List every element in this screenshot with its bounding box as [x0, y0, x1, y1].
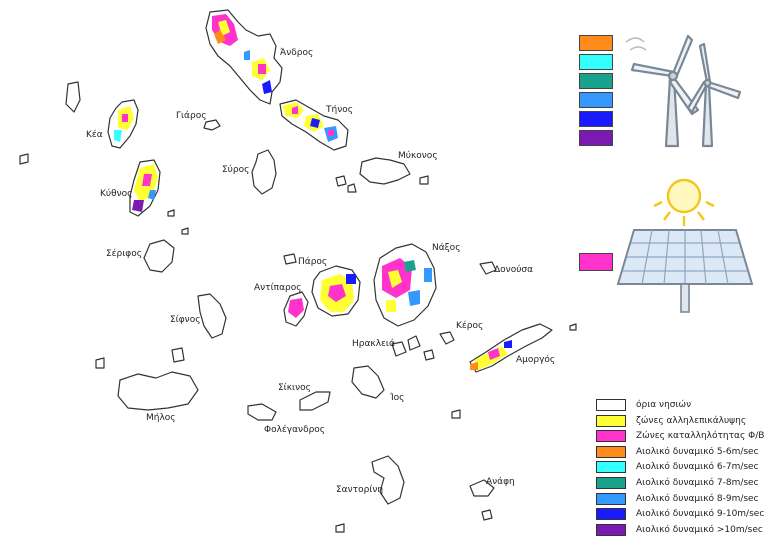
label-sikinos: Σίκινος	[278, 383, 311, 393]
islet	[569, 323, 577, 331]
legend-swatch	[596, 414, 626, 427]
islet	[283, 253, 297, 265]
wind-swatch	[579, 92, 613, 108]
islet	[347, 183, 357, 193]
legend-item: ζώνες αλληλεπικάλυψης	[596, 414, 776, 430]
legend-swatch	[596, 523, 626, 536]
legend-label: Αιολικό δυναμικό 8-9m/sec	[636, 493, 759, 504]
legend-item: Αιολικό δυναμικό 6-7m/sec	[596, 460, 776, 476]
label-donousa: Δονούσα	[494, 264, 533, 275]
solar-swatch	[579, 253, 613, 271]
label-mykonos: Μύκονος	[398, 150, 438, 161]
label-kythnos: Κύθνος	[100, 188, 132, 199]
legend-swatch	[596, 508, 626, 521]
island-serifos	[143, 239, 175, 273]
legend-swatch	[596, 476, 626, 489]
island-irakleia	[391, 341, 407, 357]
islet	[481, 509, 493, 521]
wind-swatch	[579, 111, 613, 127]
islet	[65, 81, 81, 113]
map-legend: όρια νησιών ζώνες αλληλεπικάλυψης Ζώνες κα…	[596, 398, 776, 538]
islet	[407, 335, 421, 351]
islet	[419, 175, 429, 185]
legend-label: Αιολικό δυναμικό 5-6m/sec	[636, 446, 759, 457]
legend-item: Αιολικό δυναμικό 9-10m/sec	[596, 507, 776, 523]
legend-swatch	[596, 399, 626, 411]
island-giaros	[203, 119, 221, 131]
legend-swatch	[596, 430, 626, 443]
legend-item: Αιολικό δυναμικό 5-6m/sec	[596, 445, 776, 461]
legend-item: Αιολικό δυναμικό 8-9m/sec	[596, 492, 776, 508]
wind-turbine-icon	[625, 34, 742, 148]
islet	[335, 523, 345, 533]
legend-label: Αιολικό δυναμικό 7-8m/sec	[636, 477, 759, 488]
label-santorini: Σαντορίνη	[336, 485, 383, 495]
legend-label: ζώνες αλληλεπικάλυψης	[636, 415, 747, 426]
legend-label: Ζώνες καταλληλότητας Φ/Β	[636, 431, 765, 442]
islet	[335, 175, 347, 187]
legend-swatch	[596, 461, 626, 474]
label-syros: Σύρος	[222, 164, 249, 175]
solar-panel-icon	[616, 178, 754, 313]
label-keros: Κέρος	[456, 320, 483, 331]
label-milos: Μήλος	[146, 413, 176, 423]
island-keros	[439, 331, 455, 345]
legend-label: Αιολικό δυναμικό >10m/sec	[636, 524, 763, 535]
island-anafi	[469, 479, 495, 497]
wind-swatch	[579, 73, 613, 89]
label-sifnos: Σίφνος	[170, 315, 201, 325]
islet	[95, 357, 105, 369]
wind-swatch	[579, 54, 613, 70]
island-santorini	[371, 455, 405, 505]
island-sikinos	[299, 391, 331, 411]
islet	[19, 153, 29, 165]
legend-item: Αιολικό δυναμικό >10m/sec	[596, 523, 776, 539]
legend-swatch	[596, 445, 626, 458]
label-anafi: Ανάφη	[486, 477, 515, 487]
zone-patches	[114, 14, 512, 370]
island-milos	[117, 371, 199, 411]
label-naxos: Νάξος	[432, 243, 460, 253]
label-andros: Άνδρος	[280, 48, 313, 58]
label-folegandros: Φολέγανδρος	[264, 424, 325, 435]
wind-swatch	[579, 130, 613, 146]
wind-swatch	[579, 35, 613, 51]
label-paros: Πάρος	[298, 257, 327, 267]
label-antiparos: Αντίπαρος	[254, 283, 302, 293]
legend-label: όρια νησιών	[636, 400, 692, 410]
legend-label: Αιολικό δυναμικό 9-10m/sec	[636, 509, 765, 520]
island-labels: Άνδρος Τήνος Κέα Γιάρος Σύρος Μύκονος Κύ…	[86, 48, 555, 495]
label-amorgos: Αμοργός	[516, 354, 555, 365]
legend-item: όρια νησιών	[596, 398, 776, 414]
island-sifnos	[197, 293, 227, 339]
island-ios	[351, 365, 385, 399]
legend-label: Αιολικό δυναμικό 6-7m/sec	[636, 462, 759, 473]
island-mykonos	[359, 157, 411, 185]
islet	[171, 347, 185, 363]
legend-item: Ζώνες καταλληλότητας Φ/Β	[596, 429, 776, 445]
island-syros	[251, 149, 277, 195]
legend-swatch	[596, 492, 626, 505]
island-folegandros	[247, 403, 277, 421]
islet	[423, 349, 435, 361]
label-giaros: Γιάρος	[176, 111, 207, 121]
islet	[181, 227, 189, 235]
island-donousa	[479, 261, 497, 275]
legend-item: Αιολικό δυναμικό 7-8m/sec	[596, 476, 776, 492]
label-serifos: Σέριφος	[106, 248, 142, 259]
label-tinos: Τήνος	[325, 105, 353, 115]
label-irakleia: Ηρακλειά	[352, 339, 395, 349]
islet	[451, 409, 461, 419]
label-kea: Κέα	[86, 129, 103, 140]
label-ios: Ίος	[389, 392, 404, 403]
islet	[167, 209, 175, 217]
